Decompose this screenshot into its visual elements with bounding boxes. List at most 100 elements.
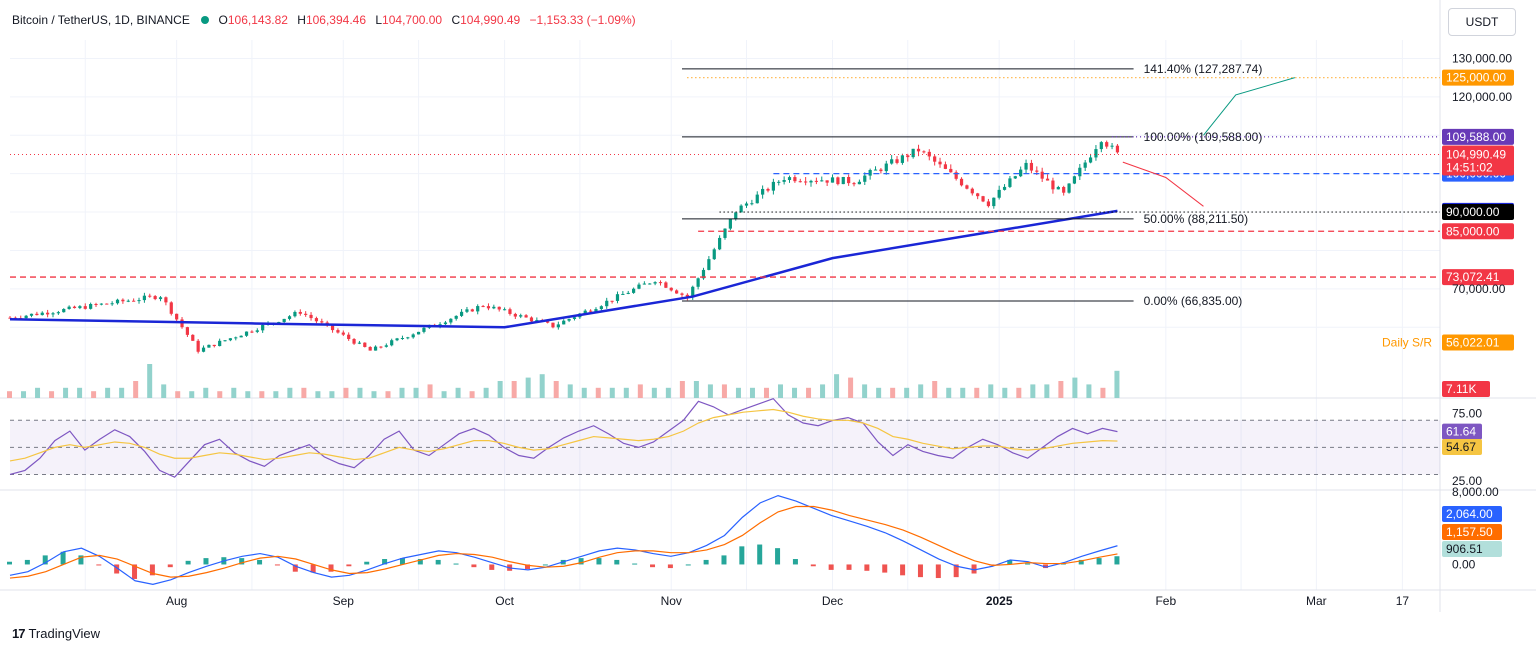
candle-body	[1067, 183, 1071, 193]
macd-histogram-bar	[274, 564, 280, 566]
macd-value: 2,064.00	[1446, 507, 1493, 521]
macd-axis-tick: 8,000.00	[1452, 485, 1499, 499]
candle-body	[513, 313, 517, 317]
candle-body	[400, 338, 405, 340]
candle-body	[142, 295, 146, 301]
time-axis-tick: Nov	[661, 594, 682, 608]
macd-histogram-bar	[417, 559, 423, 565]
candle-body	[352, 339, 356, 344]
candle-body	[906, 155, 910, 158]
candle-body	[443, 322, 448, 325]
candle-body	[723, 228, 727, 238]
volume-bar	[595, 387, 601, 398]
volume-bar	[231, 387, 237, 398]
candle-body	[363, 342, 367, 347]
candle-body	[873, 169, 878, 171]
candle-body	[744, 203, 749, 206]
candle-body	[207, 344, 211, 348]
volume-bar	[1016, 387, 1022, 398]
rsi-value: 61.64	[1446, 425, 1476, 439]
fibonacci-level-label: 50.00% (88,211.50)	[1144, 212, 1249, 226]
volume-bar	[119, 387, 125, 398]
volume-bar	[427, 384, 433, 398]
candle-body	[793, 177, 797, 182]
macd-tag	[1442, 541, 1502, 557]
candle-body	[648, 283, 652, 285]
macd-histogram-bar	[792, 559, 798, 565]
candle-body	[67, 306, 71, 310]
candle-body	[132, 300, 136, 302]
time-axis-tick: 17	[1396, 594, 1410, 608]
candle-body	[46, 312, 50, 315]
symbol-title[interactable]: Bitcoin / TetherUS, 1D, BINANCE	[12, 13, 190, 27]
time-axis-tick: Dec	[822, 594, 843, 608]
candle-body	[691, 286, 695, 298]
projection-path	[1122, 161, 1204, 207]
candle-body	[900, 155, 905, 163]
candle-body	[314, 318, 319, 322]
macd-histogram-bar	[1096, 558, 1102, 565]
volume-bar	[441, 391, 447, 398]
candle-body	[954, 172, 958, 179]
candle-body	[615, 294, 620, 301]
candle-body	[1115, 145, 1120, 153]
macd-histogram-bar	[524, 564, 530, 569]
macd-histogram-bar	[1025, 563, 1031, 565]
time-axis-tick: Feb	[1155, 594, 1176, 608]
candle-body	[330, 324, 335, 331]
candle-body	[1056, 187, 1060, 190]
macd-histogram-bar	[953, 564, 959, 578]
volume-bar	[399, 387, 405, 398]
current-price-tag	[1442, 145, 1514, 176]
candle-body	[218, 340, 222, 347]
candle-body	[175, 313, 179, 320]
macd-histogram-bar	[382, 559, 388, 565]
volume-bar	[651, 387, 657, 398]
candle-body	[1040, 171, 1044, 179]
candle-body	[637, 284, 641, 289]
macd-histogram-bar	[310, 564, 316, 573]
macd-histogram-bar	[864, 564, 870, 571]
currency-button[interactable]: USDT	[1448, 8, 1516, 36]
rsi-ma-value: 54.67	[1446, 440, 1476, 454]
volume-bar	[287, 387, 293, 398]
macd-histogram-bar	[399, 558, 405, 565]
candle-body	[137, 300, 141, 302]
candle-body	[841, 176, 845, 185]
candle-body	[938, 161, 942, 165]
price-level-tag	[1442, 128, 1514, 145]
candle-body	[734, 212, 738, 219]
macd-histogram-bar	[167, 564, 173, 568]
candle-body	[228, 338, 233, 341]
candle-body	[1083, 162, 1087, 168]
tradingview-brand[interactable]: 17 TradingView	[12, 626, 100, 641]
daily-sr-tag	[1442, 334, 1514, 351]
candle-body	[556, 324, 560, 328]
volume-bar	[721, 384, 727, 398]
candle-body	[395, 338, 399, 341]
volume-bar	[918, 384, 924, 398]
volume-bar	[301, 387, 307, 398]
volume-tag	[1442, 381, 1490, 397]
candle-body	[1094, 149, 1098, 158]
volume-bar	[357, 387, 363, 398]
macd-histogram-bar	[935, 564, 941, 579]
volume-bar	[413, 387, 419, 398]
candle-body	[632, 288, 636, 293]
candle-body	[234, 337, 238, 339]
volume-bar	[1086, 384, 1092, 398]
macd-histogram-bar	[60, 551, 66, 565]
candle-body	[115, 299, 120, 304]
candle-body	[992, 197, 996, 207]
volume-bar	[469, 391, 475, 398]
candle-body	[459, 311, 464, 316]
candle-body	[626, 292, 630, 294]
candle-body	[1078, 167, 1082, 177]
candle-body	[250, 331, 254, 333]
volume-bar	[525, 377, 531, 398]
price-level-tag-label: 85,000.00	[1446, 224, 1500, 238]
macd-histogram-bar	[292, 564, 298, 572]
macd-axis-tick: 0.00	[1452, 557, 1476, 571]
volume-bar	[133, 381, 139, 398]
